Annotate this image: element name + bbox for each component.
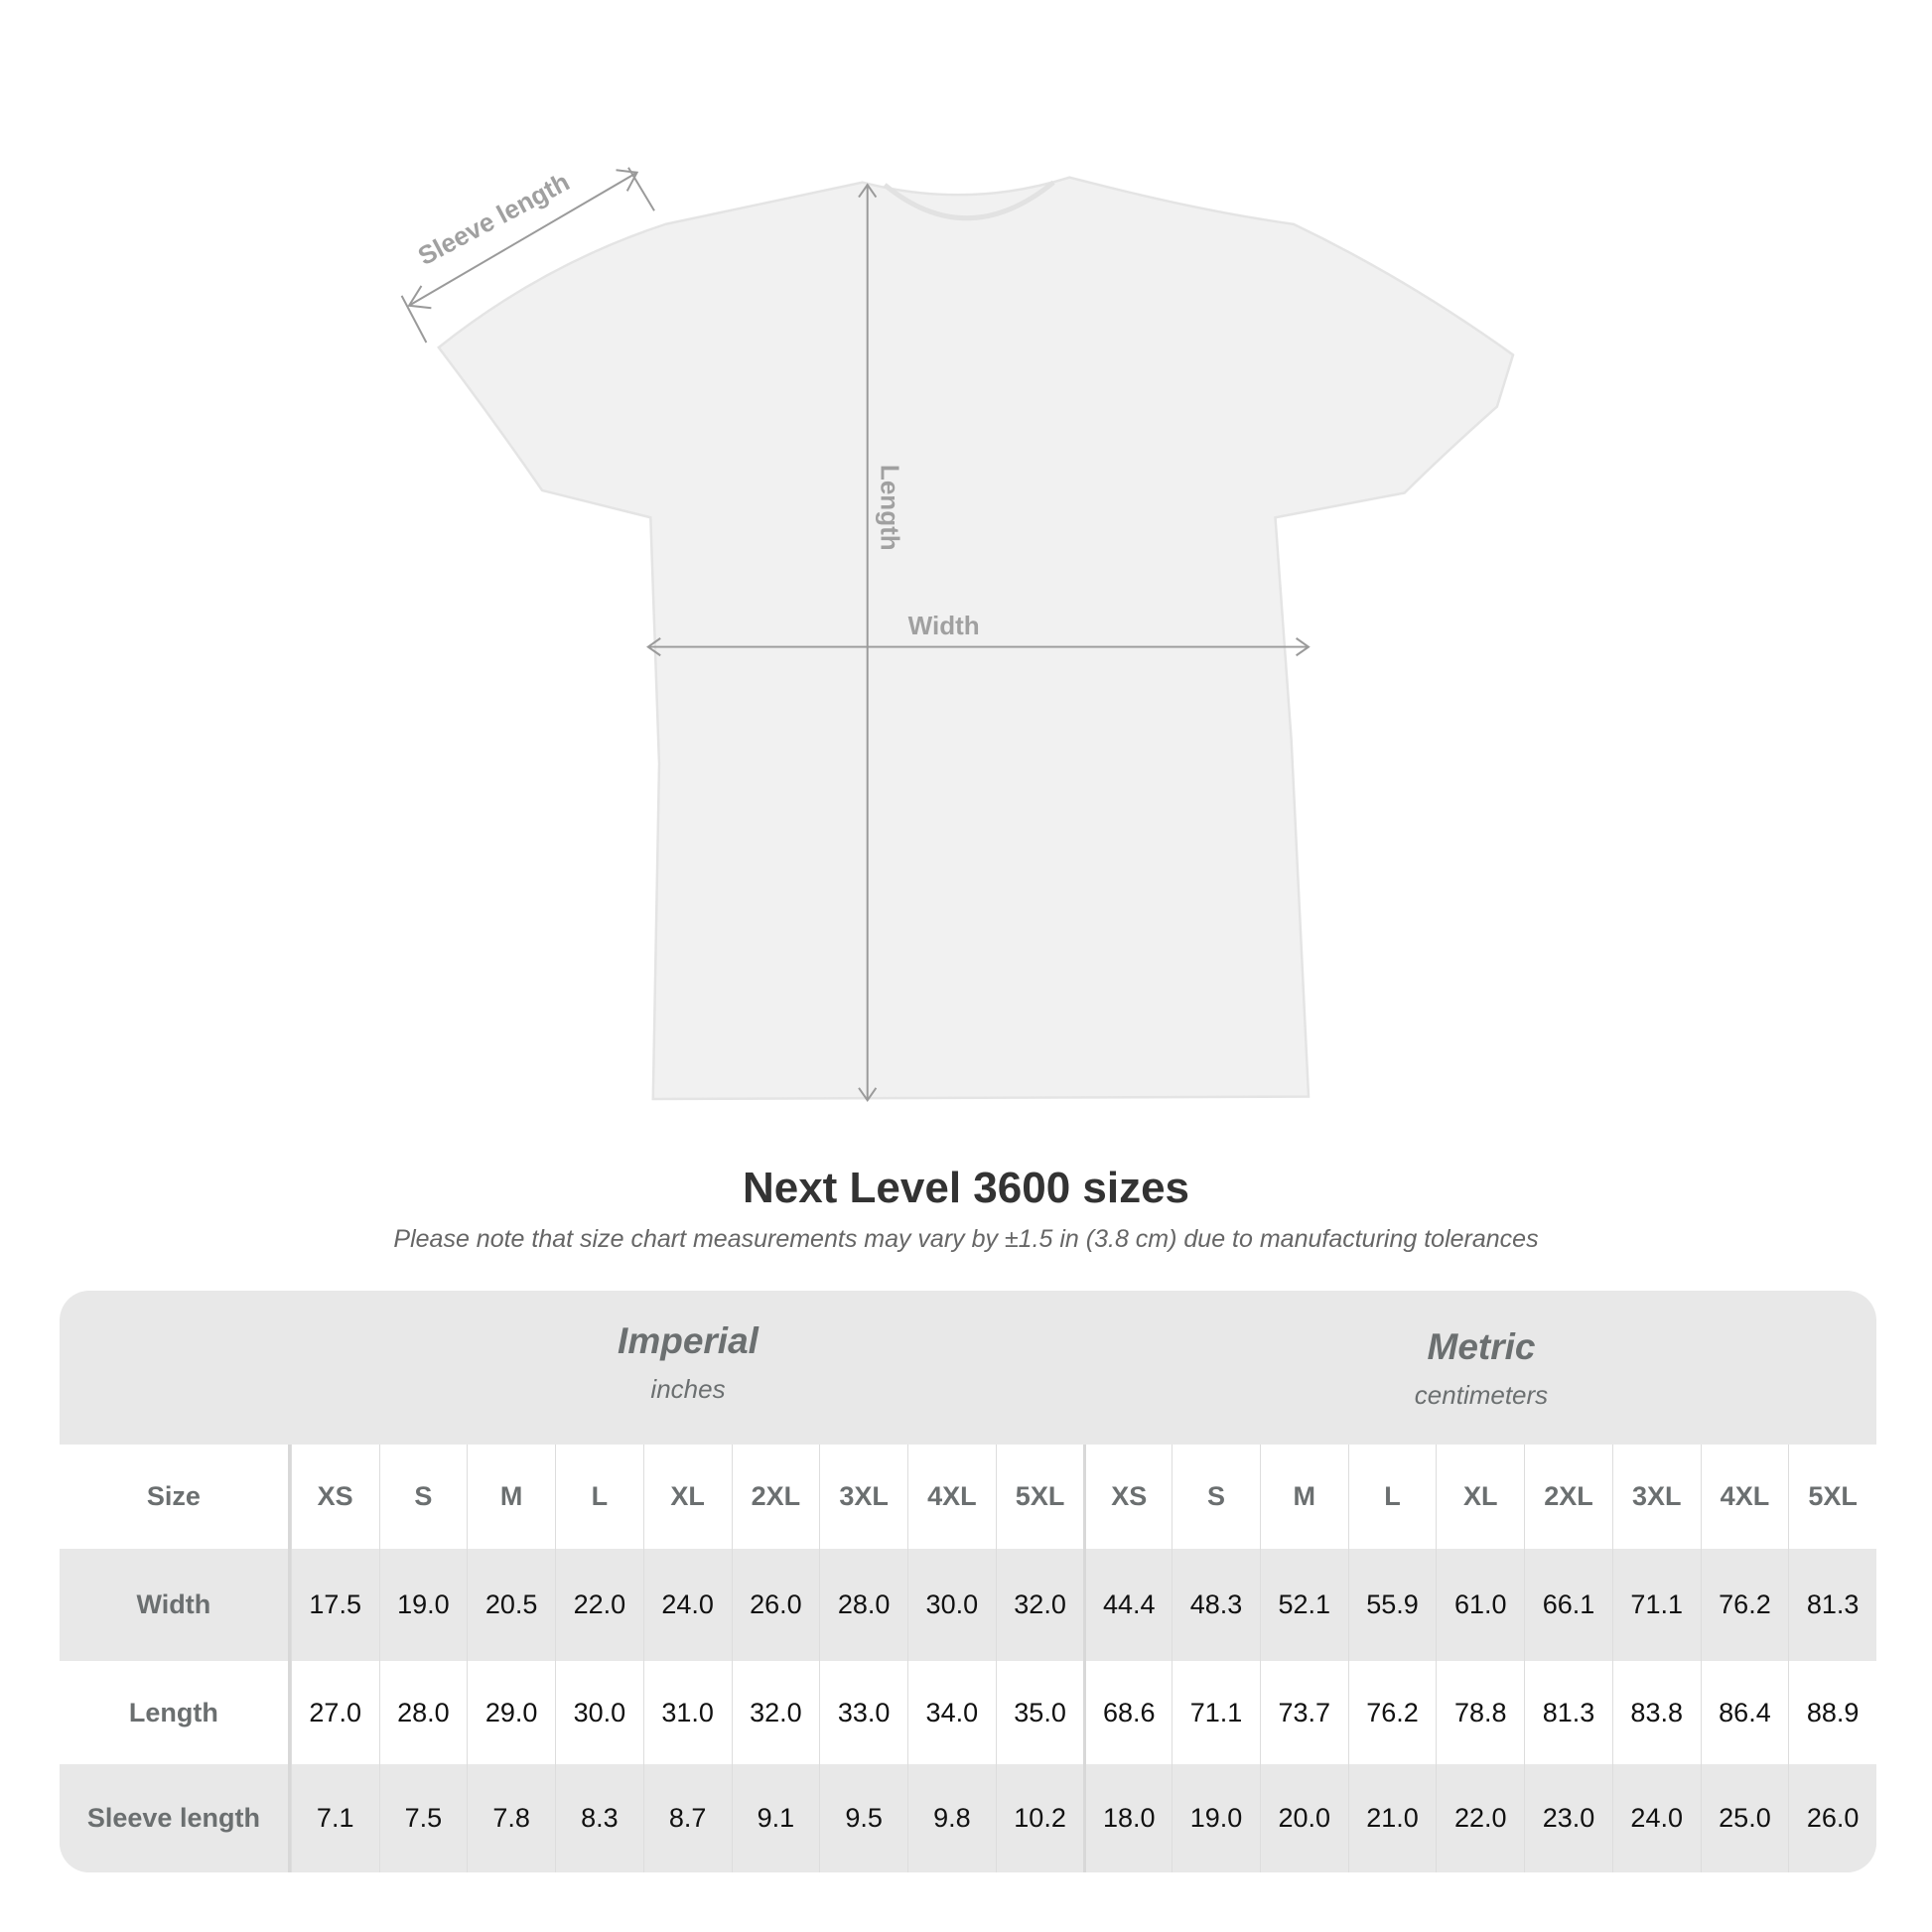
table-row: Length 27.0 28.0 29.0 30.0 31.0 32.0 33.0 34.0 35…: [60, 1661, 1876, 1764]
metric-value-cell: 48.3: [1172, 1549, 1260, 1661]
imperial-value-cell: 24.0: [642, 1549, 732, 1661]
imperial-value-cell: 8.3: [555, 1764, 643, 1872]
size-header-row: Size XS S M L XL 2XL 3XL 4XL 5XL XS S M L XL 2XL 3XL 4XL 5…: [60, 1445, 1876, 1549]
row-label: Width: [60, 1549, 291, 1661]
metric-size-header: 5XL: [1788, 1445, 1876, 1549]
metric-value-cell: 22.0: [1436, 1764, 1524, 1872]
metric-size-header: S: [1172, 1445, 1260, 1549]
width-label: Width: [908, 611, 980, 640]
metric-size-header: 3XL: [1611, 1445, 1701, 1549]
length-label: Length: [875, 465, 904, 551]
imperial-value-cell: 7.1: [290, 1764, 379, 1872]
metric-value-cell: 26.0: [1788, 1764, 1876, 1872]
metric-value-cell: 52.1: [1259, 1549, 1348, 1661]
metric-value-cell: 68.6: [1083, 1661, 1172, 1764]
measure-arrows: [400, 167, 1311, 1103]
collar: [883, 180, 1055, 221]
imperial-value-cell: 19.0: [378, 1549, 468, 1661]
imperial-value-cell: 26.0: [731, 1549, 820, 1661]
metric-value-cell: 81.3: [1524, 1661, 1612, 1764]
imperial-value-cell: 8.7: [642, 1764, 732, 1872]
metric-value-cell: 61.0: [1436, 1549, 1524, 1661]
metric-unit: centimeters: [1414, 1380, 1549, 1410]
imperial-value-cell: 28.0: [819, 1549, 907, 1661]
table-row: Sleeve length 7.1 7.5 7.8 8.3 8.7 9.1 9.5 9.8 10.…: [60, 1764, 1876, 1872]
metric-value-cell: 86.4: [1700, 1661, 1789, 1764]
imperial-value-cell: 9.5: [819, 1764, 907, 1872]
imperial-value-cell: 7.8: [467, 1764, 555, 1872]
imperial-size-header: 4XL: [906, 1445, 996, 1549]
imperial-value-cell: 33.0: [819, 1661, 907, 1764]
metric-value-cell: 20.0: [1259, 1764, 1348, 1872]
metric-value-cell: 23.0: [1524, 1764, 1612, 1872]
imperial-size-header: L: [555, 1445, 643, 1549]
metric-value-cell: 19.0: [1172, 1764, 1260, 1872]
imperial-value-cell: 27.0: [290, 1661, 379, 1764]
metric-size-header: 2XL: [1524, 1445, 1612, 1549]
metric-value-cell: 71.1: [1611, 1549, 1701, 1661]
imperial-value-cell: 30.0: [555, 1661, 643, 1764]
imperial-value-cell: 29.0: [467, 1661, 555, 1764]
tshirt-shape: [437, 176, 1515, 1101]
metric-size-header: M: [1259, 1445, 1348, 1549]
metric-label: Metric: [1427, 1326, 1536, 1367]
metric-size-header: L: [1347, 1445, 1437, 1549]
table-row: Width 17.5 19.0 20.5 22.0 24.0 26.0 28.0 30.0 32.…: [60, 1549, 1876, 1661]
metric-value-cell: 78.8: [1436, 1661, 1524, 1764]
metric-value-cell: 25.0: [1700, 1764, 1789, 1872]
page-title: Next Level 3600 sizes: [742, 1164, 1190, 1212]
metric-value-cell: 71.1: [1172, 1661, 1260, 1764]
imperial-size-header: 3XL: [819, 1445, 907, 1549]
metric-value-cell: 81.3: [1788, 1549, 1876, 1661]
imperial-value-cell: 9.1: [731, 1764, 820, 1872]
imperial-size-header: XS: [290, 1445, 379, 1549]
metric-value-cell: 55.9: [1347, 1549, 1437, 1661]
imperial-value-cell: 22.0: [555, 1549, 643, 1661]
imperial-size-header: 5XL: [995, 1445, 1084, 1549]
imperial-value-cell: 31.0: [642, 1661, 732, 1764]
imperial-size-header: 2XL: [731, 1445, 820, 1549]
imperial-value-cell: 32.0: [995, 1549, 1084, 1661]
imperial-value-cell: 28.0: [378, 1661, 468, 1764]
imperial-value-cell: 32.0: [731, 1661, 820, 1764]
imperial-value-cell: 34.0: [906, 1661, 996, 1764]
size-table: Imperial inches Metric centimeters Size X…: [60, 1291, 1876, 1872]
metric-value-cell: 66.1: [1524, 1549, 1612, 1661]
imperial-size-header: S: [378, 1445, 468, 1549]
imperial-size-header: M: [467, 1445, 555, 1549]
imperial-label: Imperial: [618, 1320, 759, 1361]
imperial-value-cell: 10.2: [995, 1764, 1084, 1872]
imperial-value-cell: 20.5: [467, 1549, 555, 1661]
imperial-size-header: XL: [642, 1445, 732, 1549]
metric-value-cell: 88.9: [1788, 1661, 1876, 1764]
tolerance-note: Please note that size chart measurements…: [393, 1225, 1539, 1253]
metric-value-cell: 21.0: [1347, 1764, 1437, 1872]
metric-value-cell: 44.4: [1083, 1549, 1172, 1661]
imperial-value-cell: 9.8: [906, 1764, 996, 1872]
imperial-value-cell: 30.0: [906, 1549, 996, 1661]
size-row-label: Size: [60, 1445, 291, 1549]
imperial-unit: inches: [650, 1374, 726, 1404]
metric-header: Metric centimeters: [1084, 1291, 1876, 1480]
imperial-value-cell: 7.5: [378, 1764, 468, 1872]
metric-value-cell: 83.8: [1611, 1661, 1701, 1764]
metric-value-cell: 73.7: [1259, 1661, 1348, 1764]
row-label: Sleeve length: [60, 1764, 291, 1872]
imperial-value-cell: 17.5: [290, 1549, 379, 1661]
imperial-header: Imperial inches: [291, 1291, 1085, 1474]
metric-size-header: XS: [1083, 1445, 1172, 1549]
metric-value-cell: 24.0: [1611, 1764, 1701, 1872]
metric-size-header: XL: [1436, 1445, 1524, 1549]
metric-size-header: 4XL: [1700, 1445, 1789, 1549]
metric-value-cell: 76.2: [1347, 1661, 1437, 1764]
imperial-value-cell: 35.0: [995, 1661, 1084, 1764]
metric-value-cell: 76.2: [1700, 1549, 1789, 1661]
metric-value-cell: 18.0: [1083, 1764, 1172, 1872]
row-label: Length: [60, 1661, 291, 1764]
